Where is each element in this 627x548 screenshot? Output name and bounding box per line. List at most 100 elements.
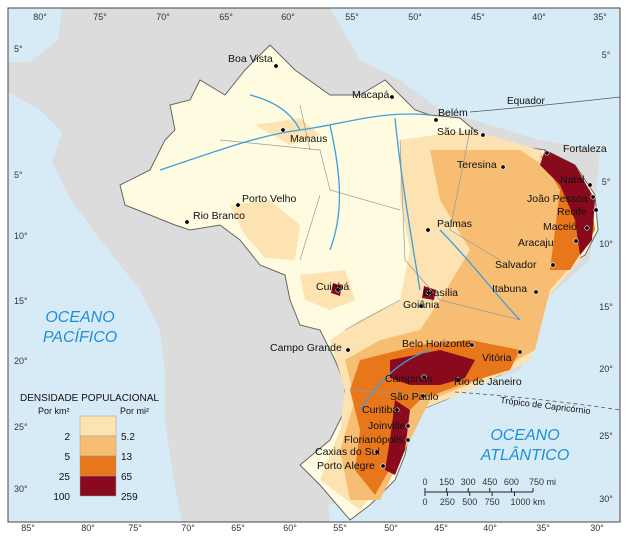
city-label: São Paulo: [390, 391, 439, 403]
city-dot: [421, 374, 427, 380]
longitude-label: 75°: [93, 12, 107, 22]
scale-label: 600: [504, 477, 519, 487]
legend-swatch: [79, 435, 117, 457]
longitude-label: 35°: [536, 523, 550, 533]
city-dot: [500, 164, 506, 170]
longitude-label: 75°: [128, 523, 142, 533]
longitude-label: 65°: [231, 523, 245, 533]
latitude-label: 20°: [599, 364, 613, 374]
legend-label: 13: [121, 452, 133, 463]
longitude-label: 45°: [434, 523, 448, 533]
city-dot: [394, 407, 400, 413]
city-label: Aracaju: [518, 237, 554, 249]
equator-line: [469, 96, 621, 113]
latitude-label: 10°: [14, 231, 28, 241]
latitude-label: 30°: [14, 484, 28, 494]
city-label: Salvador: [495, 259, 537, 271]
legend-title: DENSIDADE POPULACIONAL: [20, 393, 159, 404]
city-label: Cuiabá: [316, 281, 349, 293]
longitude-label: 60°: [281, 12, 295, 22]
city-dot: [335, 287, 341, 293]
latitude-label: 10°: [599, 239, 613, 249]
longitude-label: 30°: [590, 523, 604, 533]
longitude-label: 60°: [283, 523, 297, 533]
latitude-label: 5°: [14, 44, 23, 54]
legend-swatch: [79, 415, 117, 437]
city-dot: [593, 207, 599, 213]
city-label: Teresina: [457, 159, 497, 171]
longitude-label: 85°: [21, 523, 35, 533]
latitude-label: 30°: [599, 494, 613, 504]
city-dot: [425, 227, 431, 233]
scale-label: 150: [439, 477, 454, 487]
city-dot: [584, 225, 590, 231]
city-dot: [273, 63, 279, 69]
city-label: Porto Velho: [242, 193, 296, 205]
city-label: Recife: [557, 206, 587, 218]
longitude-label: 80°: [33, 12, 47, 22]
city-label: Natal: [560, 174, 585, 186]
city-label: Belo Horizonte: [402, 338, 471, 350]
city-dot: [405, 423, 411, 429]
legend-swatch: [79, 455, 117, 477]
city-label: Manaus: [290, 133, 327, 145]
city-dot: [590, 194, 596, 200]
longitude-label: 40°: [532, 12, 546, 22]
ocean-label: OCEANO: [45, 309, 114, 326]
city-label: Itabuna: [492, 283, 527, 295]
city-dot: [517, 349, 523, 355]
legend-label: 25: [59, 472, 71, 483]
city-dot: [469, 342, 475, 348]
scale-label: 750 mi: [529, 477, 556, 487]
scale-label: 450: [482, 477, 497, 487]
scale-label: 1000 km: [510, 497, 545, 507]
city-dot: [184, 219, 190, 225]
longitude-label: 35°: [593, 12, 607, 22]
longitude-label: 50°: [384, 523, 398, 533]
legend-label: 100: [53, 492, 70, 503]
frame: [7, 7, 621, 523]
longitude-label: 45°: [471, 12, 485, 22]
rivers: [159, 94, 521, 411]
city-dot: [426, 290, 432, 296]
city-label: Brasília: [423, 287, 458, 299]
scale-label: 0: [422, 477, 427, 487]
longitude-label: 40°: [483, 523, 497, 533]
ocean-label: OCEANO: [490, 427, 559, 444]
city-label: Florianópolis: [344, 434, 404, 446]
city-dot: [420, 393, 426, 399]
city-label: Joinville: [368, 420, 406, 432]
legend-unit: Por km²: [38, 406, 70, 416]
latitude-label: 25°: [599, 431, 613, 441]
borders: [219, 104, 521, 396]
city-label: Rio de Janeiro: [454, 376, 522, 388]
latitude-label: 15°: [14, 296, 28, 306]
latitude-label: 20°: [14, 356, 28, 366]
legend-label: 65: [121, 472, 133, 483]
legend-unit: Por mi²: [120, 406, 149, 416]
tropic-line: [454, 391, 621, 411]
city-label: Maceió: [543, 221, 577, 233]
legend-label: 259: [121, 492, 138, 503]
city-dot: [573, 238, 579, 244]
city-label: Rio Branco: [193, 210, 245, 222]
legend-swatch: [79, 475, 117, 497]
city-dot: [587, 182, 593, 188]
city-label: João Pessoa: [527, 193, 588, 205]
density-area: [331, 150, 595, 475]
city-dot: [374, 449, 380, 455]
city-dot: [480, 132, 486, 138]
city-label: Campinas: [385, 373, 432, 385]
city-dot: [389, 94, 395, 100]
longitude-label: 70°: [156, 12, 170, 22]
latitude-label: 5°: [602, 50, 611, 60]
city-label: Boa Vista: [228, 53, 273, 65]
density-area: [230, 118, 355, 310]
latitude-label: 5°: [602, 177, 611, 187]
density: [230, 118, 595, 510]
city-dot: [280, 127, 286, 133]
legend-label: 2: [64, 432, 70, 443]
city-dot: [405, 437, 411, 443]
city-dot: [544, 150, 550, 156]
